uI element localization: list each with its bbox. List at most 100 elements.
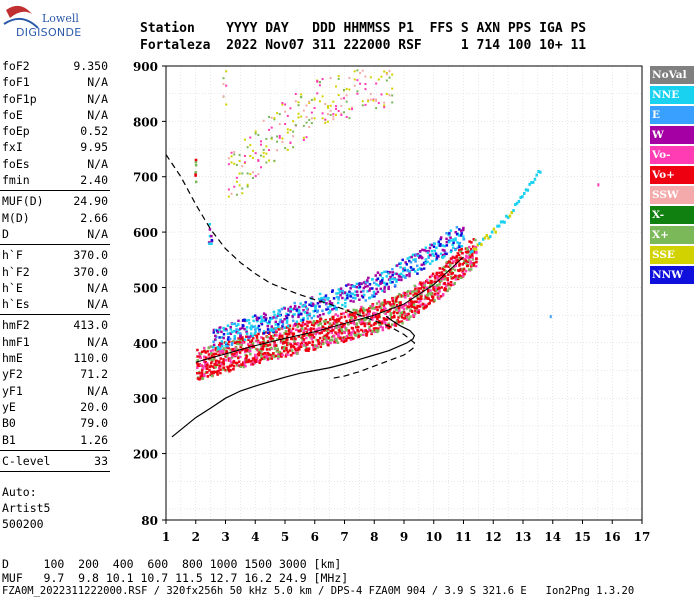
echo-point	[419, 287, 422, 290]
param-row: h`Es N/A	[0, 296, 110, 312]
echo-point	[289, 128, 292, 131]
echo-point	[358, 309, 362, 313]
echo-point	[381, 301, 384, 305]
echo-point	[313, 329, 317, 332]
echo-point	[237, 356, 240, 360]
x-tick-label: 16	[604, 530, 621, 543]
param-name: M(D)	[2, 210, 30, 225]
echo-point	[201, 375, 204, 378]
echo-point	[319, 322, 322, 325]
echo-point	[349, 292, 353, 295]
echo-point	[327, 325, 331, 329]
echo-point	[412, 314, 416, 317]
echo-point	[457, 234, 461, 237]
echo-point	[333, 326, 337, 330]
echo-point	[329, 318, 332, 321]
echo-point	[451, 272, 455, 275]
echo-point	[353, 70, 356, 73]
echo-point	[268, 115, 271, 118]
echo-point	[305, 314, 309, 317]
echo-point	[319, 317, 322, 321]
echo-point	[238, 351, 242, 354]
echo-point	[230, 330, 234, 334]
echo-point	[260, 166, 263, 169]
echo-point	[257, 134, 260, 137]
echo-point	[258, 361, 261, 364]
echo-point	[427, 256, 430, 259]
echo-point	[238, 159, 241, 162]
echo-point	[321, 325, 325, 329]
echo-point	[371, 318, 374, 321]
echo-point	[437, 241, 440, 245]
echo-point	[363, 329, 366, 333]
echo-point	[445, 240, 449, 244]
echo-point	[214, 334, 217, 338]
echo-point	[194, 164, 198, 167]
echo-point	[235, 353, 238, 356]
echo-point	[432, 288, 435, 291]
echo-point	[304, 348, 307, 352]
echo-point	[210, 238, 214, 242]
echo-point	[403, 311, 406, 314]
echo-point	[291, 334, 295, 338]
echo-point	[405, 274, 409, 277]
echo-point	[345, 334, 349, 338]
echo-point	[235, 361, 239, 365]
echo-point	[508, 214, 512, 218]
echo-point	[297, 329, 300, 332]
echo-point	[414, 258, 417, 261]
echo-point	[213, 338, 217, 341]
echo-point	[286, 128, 289, 131]
echo-point	[340, 325, 344, 329]
echo-point	[414, 312, 417, 315]
echo-point	[219, 368, 222, 371]
echo-point	[364, 88, 367, 91]
echo-point	[278, 332, 282, 336]
echo-point	[243, 161, 246, 164]
echo-point	[279, 334, 282, 338]
echo-point	[301, 327, 304, 330]
param-name: yF1	[2, 383, 23, 398]
echo-point	[415, 264, 419, 268]
echo-point	[435, 284, 439, 287]
echo-point	[306, 317, 310, 320]
echo-point	[318, 297, 321, 301]
echo-point	[294, 347, 297, 351]
echo-point	[330, 331, 334, 334]
echo-point	[318, 314, 322, 317]
echo-point	[463, 272, 466, 276]
echo-point	[245, 332, 249, 336]
echo-point	[318, 292, 322, 296]
echo-point	[416, 297, 420, 301]
echo-point	[362, 289, 365, 293]
echo-point	[227, 163, 230, 166]
echo-point	[285, 312, 288, 316]
echo-point	[211, 349, 215, 352]
echo-point	[300, 341, 304, 345]
echo-point	[246, 343, 250, 346]
echo-point	[253, 332, 257, 335]
echo-point	[406, 305, 410, 308]
echo-point	[441, 294, 445, 297]
echo-point	[335, 292, 338, 295]
echo-point	[270, 357, 274, 360]
echo-point	[316, 92, 319, 95]
param-name: foF1p	[2, 91, 37, 106]
echo-point	[395, 296, 399, 300]
echo-point	[445, 260, 449, 264]
echo-point	[383, 104, 386, 107]
legend-item-x-: X+	[650, 226, 694, 244]
autoscaling-info: Auto: Artist5 500200	[2, 484, 50, 532]
echo-point	[203, 365, 206, 368]
echo-point	[330, 324, 334, 328]
param-row: M(D) 2.66	[0, 210, 110, 226]
echo-point	[194, 161, 198, 164]
echo-point	[441, 254, 445, 257]
echo-point	[355, 311, 358, 315]
echo-point	[340, 104, 343, 107]
echo-point	[419, 267, 422, 270]
echo-point	[351, 108, 354, 111]
echo-point	[293, 305, 297, 308]
echo-point	[429, 243, 432, 247]
echo-point	[377, 101, 380, 104]
